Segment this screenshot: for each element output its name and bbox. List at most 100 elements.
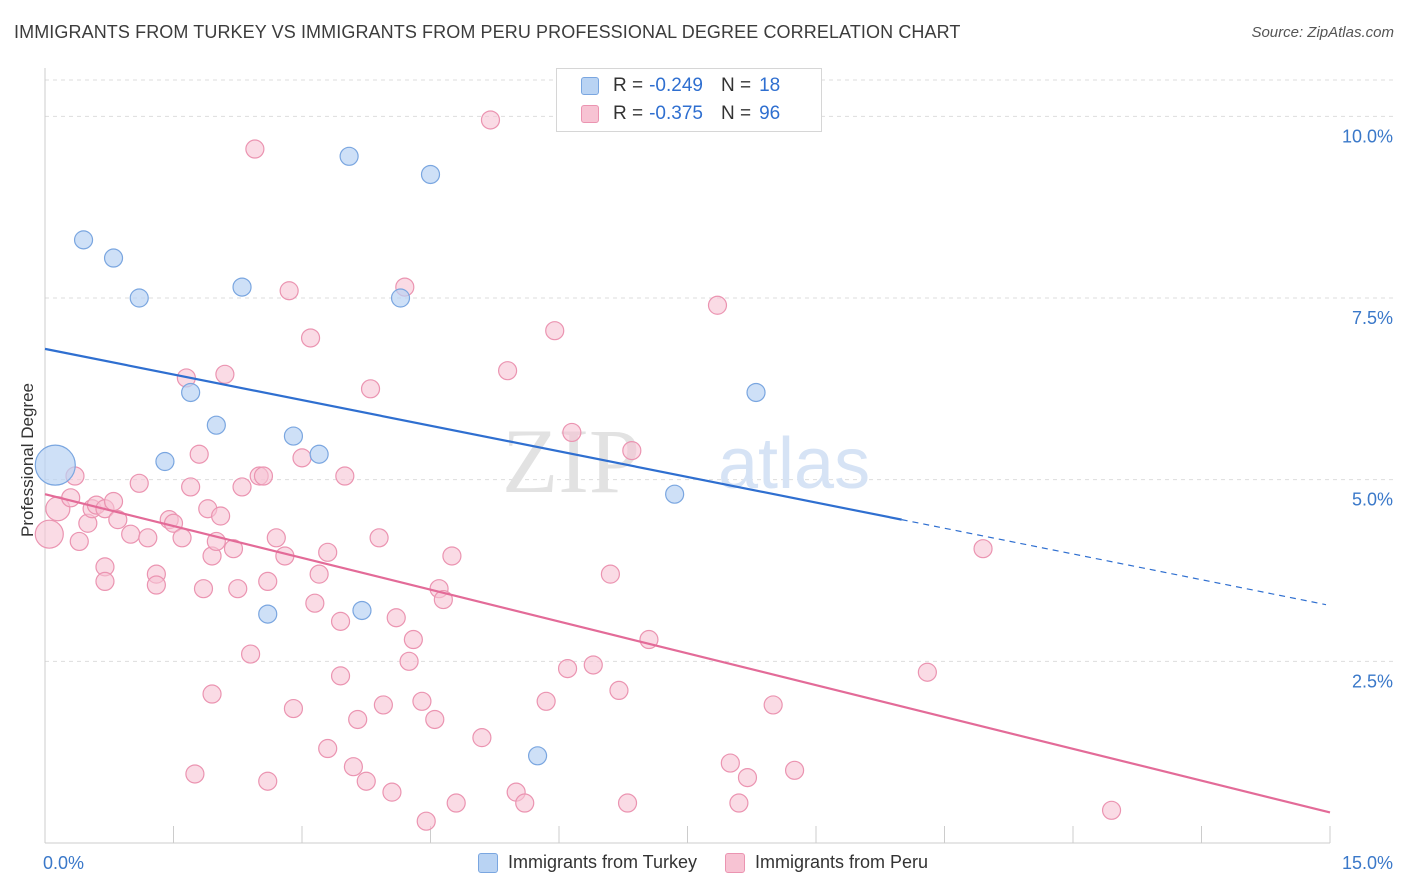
peru-legend-swatch bbox=[725, 852, 745, 873]
peru-point bbox=[253, 466, 274, 486]
peru-point bbox=[300, 328, 321, 348]
peru-point bbox=[348, 709, 368, 730]
peru-point bbox=[557, 658, 578, 679]
peru-point bbox=[446, 793, 466, 813]
x-tick-label: 0.0% bbox=[43, 853, 84, 873]
peru-point bbox=[360, 379, 381, 399]
peru-point bbox=[283, 698, 304, 719]
peru-point bbox=[536, 691, 556, 711]
turkey-point bbox=[352, 600, 372, 621]
peru-point bbox=[973, 539, 993, 559]
series-legend: Immigrants from Turkey Immigrants from P… bbox=[0, 852, 1406, 873]
peru-point bbox=[69, 531, 89, 552]
peru-point bbox=[399, 651, 419, 671]
peru-point bbox=[258, 771, 278, 791]
peru-point bbox=[917, 662, 937, 682]
peru-r-label: R = bbox=[613, 103, 644, 124]
trend-lines bbox=[44, 347, 1331, 814]
turkey-point bbox=[181, 382, 201, 403]
watermark: ZIP atlas bbox=[502, 410, 870, 512]
turkey-point bbox=[390, 288, 411, 308]
peru-point bbox=[95, 571, 115, 592]
turkey-point bbox=[206, 415, 226, 435]
peru-point bbox=[146, 575, 166, 595]
peru-point bbox=[232, 477, 252, 497]
peru-point bbox=[215, 364, 235, 384]
peru-point bbox=[416, 811, 436, 831]
turkey-trend-extension bbox=[901, 519, 1327, 606]
peru-point bbox=[193, 579, 214, 599]
chart-title: IMMIGRANTS FROM TURKEY VS IMMIGRANTS FRO… bbox=[14, 22, 961, 42]
peru-point bbox=[600, 564, 621, 584]
turkey-point bbox=[232, 277, 252, 297]
peru-point bbox=[245, 139, 265, 159]
legend-row-turkey: R = -0.249 N = 18 bbox=[581, 74, 780, 98]
turkey-n-label: N = bbox=[720, 75, 752, 96]
peru-r-value: -0.375 bbox=[649, 103, 703, 124]
axes bbox=[44, 68, 1331, 844]
peru-point bbox=[784, 760, 805, 780]
turkey-points bbox=[34, 146, 766, 766]
peru-swatch bbox=[581, 105, 599, 123]
peru-point bbox=[583, 655, 603, 675]
legend-row-peru: R = -0.375 N = 96 bbox=[581, 102, 780, 126]
turkey-point bbox=[283, 426, 304, 446]
peru-point bbox=[545, 321, 565, 341]
peru-point bbox=[138, 528, 158, 548]
stats-legend: R = -0.249 N = 18 R = -0.375 N = 96 bbox=[556, 68, 822, 132]
peru-point bbox=[382, 782, 402, 802]
peru-point bbox=[108, 510, 128, 530]
peru-point bbox=[373, 695, 393, 715]
grid-lines bbox=[45, 79, 1395, 662]
turkey-point bbox=[73, 230, 94, 250]
turkey-point bbox=[309, 444, 329, 464]
turkey-point bbox=[420, 164, 441, 185]
peru-point bbox=[343, 757, 363, 777]
turkey-point bbox=[155, 451, 175, 472]
y-tick-label: 7.5% bbox=[1352, 308, 1393, 328]
watermark-atlas: atlas bbox=[718, 424, 870, 504]
peru-point bbox=[425, 709, 445, 730]
y-tick-label: 5.0% bbox=[1352, 490, 1393, 510]
turkey-point bbox=[103, 248, 124, 268]
source-credit: Source: ZipAtlas.com bbox=[1251, 24, 1394, 41]
peru-point bbox=[729, 793, 749, 813]
peru-point bbox=[189, 444, 209, 464]
turkey-point bbox=[258, 604, 278, 624]
turkey-r-value: -0.249 bbox=[649, 75, 703, 96]
peru-point bbox=[763, 695, 783, 715]
tick-labels: 2.5% 5.0% 7.5% 10.0% 0.0% 15.0% bbox=[43, 126, 1393, 873]
peru-point bbox=[211, 506, 231, 526]
peru-point bbox=[442, 546, 462, 566]
peru-points bbox=[34, 110, 1122, 831]
peru-point bbox=[34, 519, 64, 549]
turkey-point bbox=[527, 746, 548, 766]
peru-point bbox=[622, 441, 642, 461]
peru-point bbox=[292, 448, 312, 468]
turkey-legend-swatch bbox=[477, 852, 498, 873]
peru-point bbox=[172, 528, 192, 548]
peru-trend-line bbox=[44, 493, 1331, 814]
legend-item-turkey[interactable]: Immigrants from Turkey bbox=[477, 852, 697, 873]
legend-item-peru[interactable]: Immigrants from Peru bbox=[725, 852, 928, 873]
peru-point bbox=[318, 738, 338, 759]
peru-point bbox=[412, 691, 432, 711]
peru-point bbox=[562, 422, 582, 443]
peru-point bbox=[305, 593, 325, 613]
peru-point bbox=[241, 644, 261, 664]
peru-point bbox=[223, 539, 244, 559]
peru-legend-label: Immigrants from Peru bbox=[755, 852, 929, 872]
peru-point bbox=[129, 473, 149, 493]
peru-point bbox=[720, 753, 740, 773]
peru-point bbox=[185, 764, 205, 784]
turkey-legend-label: Immigrants from Turkey bbox=[507, 852, 697, 872]
peru-point bbox=[258, 571, 278, 592]
peru-point bbox=[330, 611, 351, 631]
peru-point bbox=[609, 680, 629, 701]
peru-point bbox=[330, 666, 351, 686]
peru-point bbox=[202, 684, 222, 704]
turkey-n-value: 18 bbox=[759, 75, 781, 96]
y-tick-label: 10.0% bbox=[1342, 126, 1393, 146]
peru-point bbox=[737, 767, 758, 788]
